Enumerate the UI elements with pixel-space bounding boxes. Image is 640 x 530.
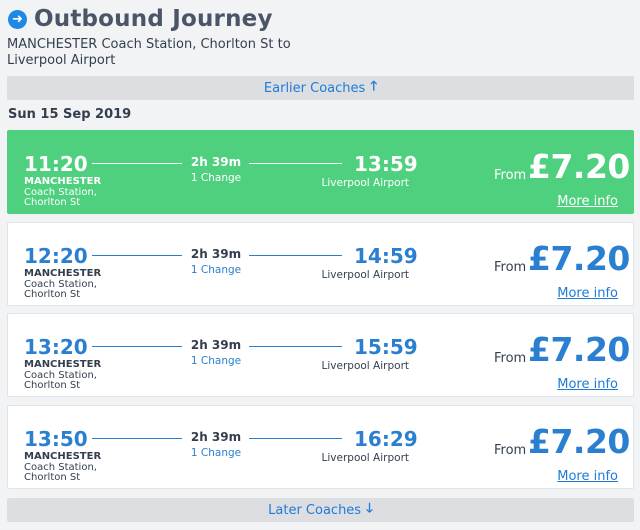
route-line: [249, 346, 342, 347]
from-label: From: [494, 443, 527, 458]
journey-changes[interactable]: 1 Change: [190, 447, 242, 459]
journey-price: £7.20: [528, 330, 630, 369]
journey-price: £7.20: [528, 422, 630, 461]
destination-stop: Liverpool Airport: [321, 269, 409, 281]
destination-stop: Liverpool Airport: [321, 177, 409, 189]
origin-city: MANCHESTER: [24, 359, 102, 370]
from-label: From: [494, 260, 527, 275]
destination-stop: Liverpool Airport: [321, 360, 409, 372]
journey-card[interactable]: 11:20 2h 39m 1 Change 13:59 MANCHESTER C…: [7, 130, 634, 214]
origin-street: Chorlton St: [24, 289, 81, 300]
arrival-time: 15:59: [354, 335, 418, 359]
arrival-time: 13:59: [354, 152, 418, 176]
later-coaches-label: Later Coaches: [268, 502, 362, 518]
origin-street: Chorlton St: [24, 197, 81, 208]
origin-stop: MANCHESTER Coach Station, Chorlton St: [24, 176, 134, 209]
route-line: [249, 163, 342, 164]
departure-time: 13:50: [24, 427, 88, 451]
more-info-link[interactable]: More info: [557, 286, 618, 301]
route-line: [249, 438, 342, 439]
journey-price: £7.20: [528, 239, 630, 278]
earlier-coaches-label: Earlier Coaches: [263, 80, 366, 96]
origin-stop: MANCHESTER Coach Station, Chorlton St: [24, 268, 134, 301]
arrow-down-icon: 🡓: [366, 501, 373, 516]
departure-time: 11:20: [24, 152, 88, 176]
journey-card[interactable]: 13:20 2h 39m 1 Change 15:59 MANCHESTER C…: [7, 313, 634, 397]
route-line: [92, 255, 182, 256]
journey-duration: 2h 39m: [190, 338, 242, 352]
origin-street: Chorlton St: [24, 472, 81, 483]
arrow-up-icon: 🡑: [370, 79, 378, 94]
origin-station: Coach Station,: [24, 278, 97, 290]
journey-duration: 2h 39m: [190, 247, 242, 261]
route-line: [92, 346, 182, 347]
page-title: Outbound Journey: [34, 6, 273, 32]
route-line: [92, 438, 182, 439]
more-info-link[interactable]: More info: [557, 194, 618, 209]
origin-city: MANCHESTER: [24, 451, 102, 462]
origin-station: Coach Station,: [24, 186, 97, 198]
arrival-time: 14:59: [354, 244, 418, 268]
origin-station: Coach Station,: [24, 461, 97, 473]
origin-stop: MANCHESTER Coach Station, Chorlton St: [24, 359, 134, 392]
journey-card[interactable]: 12:20 2h 39m 1 Change 14:59 MANCHESTER C…: [7, 222, 634, 306]
origin-street: Chorlton St: [24, 380, 81, 391]
from-label: From: [494, 168, 527, 183]
origin-stop: MANCHESTER Coach Station, Chorlton St: [24, 451, 134, 484]
earlier-coaches-button[interactable]: Earlier Coaches 🡑: [7, 76, 634, 100]
departure-time: 13:20: [24, 335, 88, 359]
journey-duration: 2h 39m: [190, 155, 242, 169]
route-line: [92, 163, 182, 164]
origin-city: MANCHESTER: [24, 268, 102, 279]
from-label: From: [494, 351, 527, 366]
origin-city: MANCHESTER: [24, 176, 102, 187]
arrival-time: 16:29: [354, 427, 418, 451]
route-line: [249, 255, 342, 256]
more-info-link[interactable]: More info: [557, 469, 618, 484]
journey-changes[interactable]: 1 Change: [190, 264, 242, 276]
page-header: ➜ Outbound Journey: [8, 4, 273, 34]
journey-price: £7.20: [528, 147, 630, 186]
more-info-link[interactable]: More info: [557, 377, 618, 392]
departure-time: 12:20: [24, 244, 88, 268]
travel-date: Sun 15 Sep 2019: [8, 107, 132, 122]
journey-duration: 2h 39m: [190, 430, 242, 444]
destination-stop: Liverpool Airport: [321, 452, 409, 464]
later-coaches-button[interactable]: Later Coaches 🡓: [7, 498, 634, 522]
arrow-right-circle-icon: ➜: [8, 9, 27, 29]
route-description: MANCHESTER Coach Station, Chorlton St to…: [7, 37, 291, 68]
origin-station: Coach Station,: [24, 369, 97, 381]
journey-card[interactable]: 13:50 2h 39m 1 Change 16:29 MANCHESTER C…: [7, 405, 634, 489]
journey-changes[interactable]: 1 Change: [190, 355, 242, 367]
journey-changes[interactable]: 1 Change: [190, 172, 242, 184]
